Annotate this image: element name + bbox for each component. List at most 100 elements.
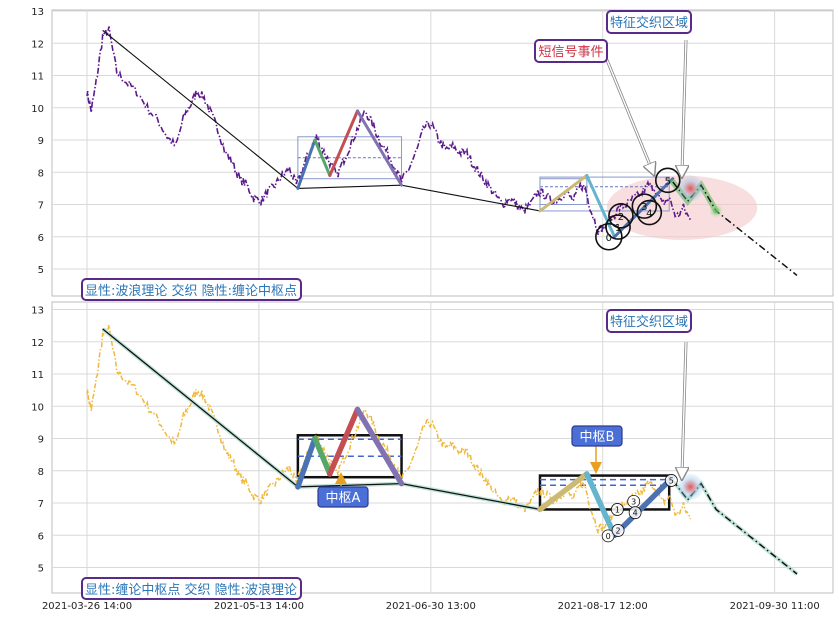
bottom-grid	[52, 302, 833, 593]
wave-marker-circle	[631, 193, 658, 219]
y-tick-label: 9	[38, 435, 44, 446]
wave-marker-label: 5	[665, 176, 671, 187]
y-tick-label: 7	[38, 499, 44, 510]
bottom-trend-line	[101, 327, 541, 512]
wave-marker-circle	[608, 202, 634, 229]
wave-stroke	[313, 138, 332, 177]
wave-stroke	[295, 435, 318, 490]
wave-marker-label: 3	[631, 497, 636, 506]
wave-marker-circle	[601, 529, 615, 543]
wave-stroke	[611, 474, 676, 538]
price-series	[86, 26, 692, 236]
wave-stroke	[356, 109, 404, 187]
top-signal-label: 短信号事件	[538, 45, 603, 60]
price-series	[86, 324, 692, 534]
top-glow-points	[677, 175, 724, 218]
wave-marker-label: 2	[618, 212, 624, 223]
y-tick-label: 6	[38, 233, 44, 244]
bottom-feature-label: 特征交织区域	[610, 314, 688, 330]
y-tick-label: 12	[31, 338, 44, 349]
wave-stroke	[584, 471, 618, 538]
top-price-line	[86, 26, 692, 236]
bottom-wave-strokes	[295, 406, 676, 538]
wave-stroke	[354, 406, 405, 487]
bottom-legend-box	[81, 577, 302, 600]
y-tick-label: 11	[31, 72, 44, 83]
wave-marker-label: 2	[616, 526, 621, 535]
y-tick-label: 7	[38, 201, 44, 212]
top-wave-markers: 012 34 5	[595, 167, 681, 251]
wave-marker-circle	[595, 222, 623, 251]
bottom-wave-markers: 02 1 3 4 5	[601, 474, 678, 543]
wave-stroke	[585, 173, 617, 239]
wave-stroke	[327, 406, 361, 477]
x-tick-label: 2021-09-30 11:00	[730, 601, 820, 612]
top-feature-arrow-inner	[682, 39, 686, 172]
y-tick-label: 13	[31, 7, 44, 18]
x-axis: 2021-03-26 14:00 2021-05-13 14:00 2021-06-…	[42, 601, 820, 612]
x-tick-label: 2021-03-26 14:00	[42, 601, 132, 612]
y-tick-label: 5	[38, 265, 44, 276]
callout-b-label: 中枢B	[580, 430, 615, 445]
x-tick-label: 2021-05-13 14:00	[214, 601, 304, 612]
top-legend-box	[81, 278, 302, 301]
top-trend-line	[102, 29, 541, 212]
top-legend-text: 显性:波浪理论 交织 隐性:缠论中枢点	[85, 283, 297, 299]
wave-marker-label: 5	[669, 476, 674, 485]
glow-red-point	[682, 180, 699, 197]
y-tick-label: 8	[38, 168, 44, 179]
wave-marker-label: 1	[615, 505, 620, 514]
bottom-legend: 显性:缠论中枢点 交织 隐性:波浪理论	[81, 577, 302, 600]
bottom-feature-arrow-inner	[682, 341, 686, 474]
bottom-plot-frame	[51, 301, 834, 594]
top-annotation-signal: 短信号事件	[534, 39, 652, 170]
bottom-callout-a: 中枢A	[317, 472, 369, 508]
y-tick-label: 5	[38, 564, 44, 575]
trend-series	[102, 328, 541, 511]
wave-marker-circle	[636, 199, 663, 226]
wave-marker-label: 1	[615, 223, 621, 234]
bottom-callout-b: 中枢B	[571, 425, 623, 474]
wave-marker-label: 4	[633, 509, 638, 518]
bottom-legend-text: 显性:缠论中枢点 交织 隐性:波浪理论	[85, 582, 297, 598]
bottom-price-line	[86, 324, 692, 534]
top-plot-frame	[51, 9, 834, 297]
wave-marker-circle	[611, 524, 625, 537]
top-signal-label-box	[534, 39, 608, 63]
glow-green-point	[709, 203, 724, 218]
y-tick-label: 6	[38, 531, 44, 542]
wave-marker-label: 0	[606, 532, 611, 541]
top-y-axis: 5 6 7 8 9 10 11 12 13	[31, 7, 44, 276]
bottom-feature-label-box	[606, 309, 692, 333]
top-annotation-feature: 特征交织区域	[606, 10, 692, 172]
wave-stroke	[538, 173, 589, 213]
y-tick-label: 10	[31, 104, 44, 115]
callout-b-box	[571, 425, 623, 447]
x-tick-label: 2021-06-30 13:00	[386, 601, 476, 612]
y-tick-label: 8	[38, 467, 44, 478]
top-feature-label: 特征交织区域	[610, 15, 688, 31]
wave-marker-circle	[610, 503, 624, 516]
y-tick-label: 9	[38, 136, 44, 147]
trend-series	[102, 29, 541, 212]
wave-stroke	[312, 435, 333, 477]
bottom-y-axis: 5 6 7 8 9 10 11 12 13	[31, 306, 44, 575]
top-legend: 显性:波浪理论 交织 隐性:缠论中枢点	[81, 278, 302, 301]
top-feature-label-box	[606, 10, 692, 34]
wave-stroke	[328, 109, 360, 177]
wave-stroke	[537, 471, 590, 513]
wave-stroke	[296, 138, 317, 190]
y-tick-label: 11	[31, 370, 44, 381]
wave-marker-circle	[654, 167, 681, 194]
callout-a-box	[317, 486, 369, 508]
top-signal-arrow-inner	[606, 59, 652, 170]
wave-marker-label: 0	[606, 233, 612, 244]
y-tick-label: 12	[31, 39, 44, 50]
top-grid	[52, 10, 833, 296]
callout-a-label: 中枢A	[326, 491, 361, 506]
y-tick-label: 10	[31, 402, 44, 413]
wave-marker-label: 4	[646, 209, 652, 220]
wave-marker-circle	[605, 214, 631, 240]
